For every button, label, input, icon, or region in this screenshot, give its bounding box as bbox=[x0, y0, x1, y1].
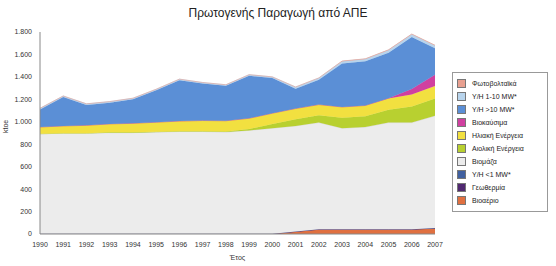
html-text:Αιολική Ενέργεια: Αιολική Ενέργεια bbox=[472, 145, 524, 152]
svg-text:Έτος: Έτος bbox=[229, 254, 246, 262]
svg-text:1996: 1996 bbox=[172, 241, 188, 248]
svg-text:1998: 1998 bbox=[218, 241, 234, 248]
svg-text:2003: 2003 bbox=[334, 241, 350, 248]
html-text:Πρωτογενής Παραγωγή από ΑΠΕ: Πρωτογενής Παραγωγή από ΑΠΕ bbox=[188, 6, 368, 20]
html-text:Υ/Η >10 MW*: Υ/Η >10 MW* bbox=[472, 106, 515, 113]
svg-text:1995: 1995 bbox=[148, 241, 164, 248]
svg-text:2005: 2005 bbox=[381, 241, 397, 248]
html-text:Βιοαέριο: Βιοαέριο bbox=[472, 197, 499, 204]
svg-text:2004: 2004 bbox=[358, 241, 374, 248]
html-text:Βιομάζα: Βιομάζα bbox=[472, 158, 497, 165]
svg-text:1992: 1992 bbox=[79, 241, 95, 248]
html-text:Φωτοβολταϊκά: Φωτοβολταϊκά bbox=[472, 80, 517, 87]
html-text:Ηλιακή Ενέργεια: Ηλιακή Ενέργεια bbox=[472, 132, 523, 139]
svg-text:1994: 1994 bbox=[125, 241, 141, 248]
svg-text:200: 200 bbox=[20, 208, 32, 215]
svg-text:1990: 1990 bbox=[32, 241, 48, 248]
svg-text:1.000: 1.000 bbox=[14, 118, 32, 125]
svg-text:1.800: 1.800 bbox=[14, 28, 32, 35]
svg-text:1993: 1993 bbox=[102, 241, 118, 248]
svg-text:800: 800 bbox=[20, 141, 32, 148]
svg-text:1.200: 1.200 bbox=[14, 96, 32, 103]
svg-text:1.400: 1.400 bbox=[14, 73, 32, 80]
html-text:Βιοκαύσιμα: Βιοκαύσιμα bbox=[472, 119, 508, 126]
svg-text:1997: 1997 bbox=[195, 241, 211, 248]
svg-text:1991: 1991 bbox=[55, 241, 71, 248]
svg-text:0: 0 bbox=[28, 230, 32, 237]
html-text:Υ/Η 1-10 MW*: Υ/Η 1-10 MW* bbox=[472, 93, 517, 100]
svg-text:ktoe: ktoe bbox=[8, 120, 9, 133]
svg-text:2007: 2007 bbox=[427, 241, 443, 248]
svg-text:1999: 1999 bbox=[241, 241, 257, 248]
svg-text:2006: 2006 bbox=[404, 241, 420, 248]
html-text:Υ/Η <1 MW*: Υ/Η <1 MW* bbox=[472, 171, 511, 178]
svg-text:2001: 2001 bbox=[288, 241, 304, 248]
svg-text:400: 400 bbox=[20, 186, 32, 193]
svg-text:2002: 2002 bbox=[311, 241, 327, 248]
svg-text:2000: 2000 bbox=[265, 241, 281, 248]
html-text:Γεωθερμία: Γεωθερμία bbox=[472, 184, 506, 191]
svg-text:1.600: 1.600 bbox=[14, 51, 32, 58]
svg-text:600: 600 bbox=[20, 163, 32, 170]
